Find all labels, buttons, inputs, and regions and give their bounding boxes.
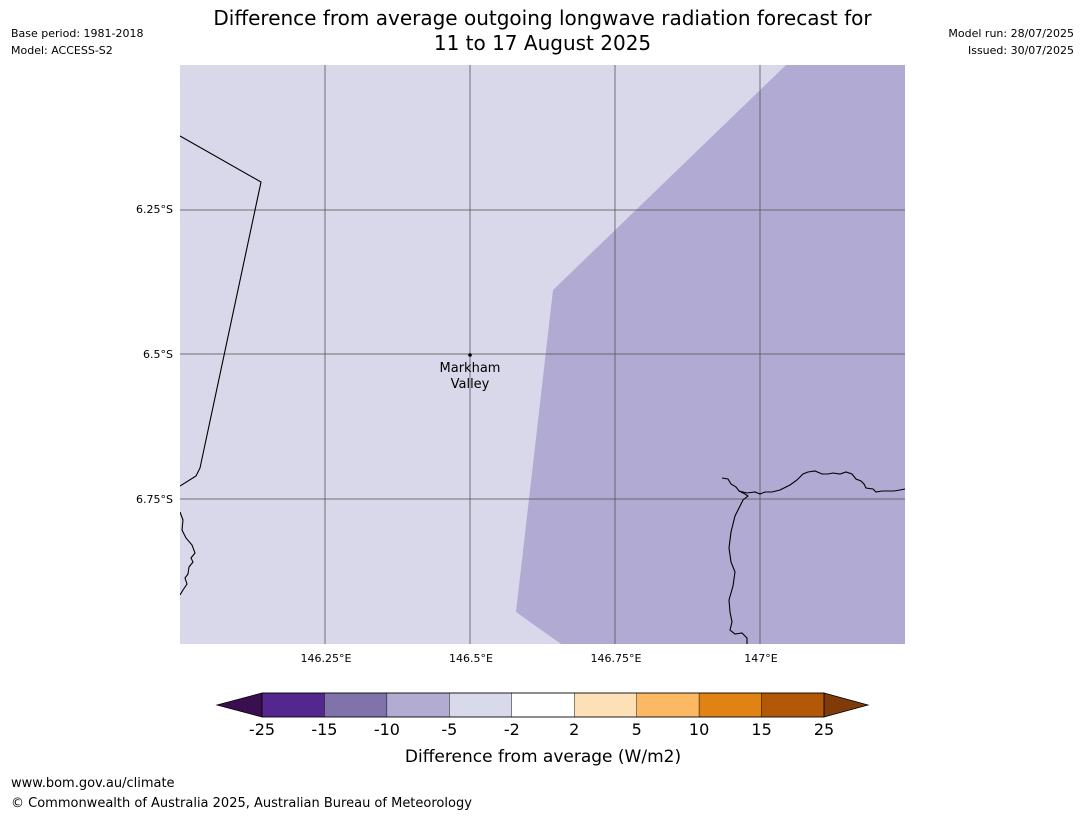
- map-title: Difference from average outgoing longwav…: [180, 6, 905, 56]
- colorbar-tick-label: 2: [569, 720, 579, 739]
- place-label-line1: Markham: [440, 361, 501, 376]
- lat-tick-label: 6.25°S: [136, 203, 173, 216]
- lon-tick-label: 147°E: [744, 652, 777, 665]
- map-title-line1: Difference from average outgoing longwav…: [213, 6, 872, 30]
- coastline-west: [180, 511, 196, 596]
- colorbar-tick-label: -2: [504, 720, 520, 739]
- colorbar-segment: [574, 692, 637, 718]
- colorbar-segment: [761, 692, 825, 718]
- colorbar-outline: [261, 692, 825, 718]
- boundaries: [180, 135, 905, 644]
- lon-tick-label: 146.25°E: [301, 652, 352, 665]
- colorbar-segments: [261, 692, 825, 718]
- border-line: [180, 135, 262, 487]
- colorbar-low-extend: [215, 692, 263, 718]
- colorbar-tick-label: 10: [689, 720, 709, 739]
- issued-text: Issued: 30/07/2025: [967, 44, 1074, 57]
- longitude-tick-labels: 146.25°E 146.5°E 146.75°E 147°E: [301, 652, 778, 665]
- colorbar-segment: [698, 692, 762, 718]
- base-period-text: Base period: 1981-2018: [11, 27, 144, 40]
- colorbar-segment: [449, 692, 512, 718]
- graticule: [180, 65, 905, 644]
- colorbar-high-extend: [823, 692, 870, 718]
- lat-tick-label: 6.5°S: [143, 348, 173, 361]
- map-title-line2: 11 to 17 August 2025: [433, 31, 652, 55]
- model-run-text: Model run: 28/07/2025: [948, 27, 1074, 40]
- colorbar-tick-label: -10: [374, 720, 400, 739]
- model-text: Model: ACCESS-S2: [11, 44, 113, 57]
- colorbar-label: Difference from average (W/m2): [405, 747, 681, 767]
- markham-valley-marker: [468, 353, 472, 357]
- colorbar-segment: [386, 692, 450, 718]
- colorbar-tick-label: -5: [441, 720, 457, 739]
- map-plot-area: Markham Valley: [180, 65, 905, 644]
- colorbar-tick-labels: -25 -15 -10 -5 -2 2 5 10 15 25: [249, 720, 834, 739]
- colorbar-tick-label: -15: [311, 720, 337, 739]
- footer: www.bom.gov.au/climate © Commonwealth of…: [11, 774, 472, 814]
- colorbar-tick-label: -25: [249, 720, 275, 739]
- colorbar-tick-label: 15: [751, 720, 771, 739]
- footer-url: www.bom.gov.au/climate: [11, 776, 175, 791]
- colorbar-segment: [636, 692, 700, 718]
- coastline-north-east: [738, 470, 905, 495]
- header-meta-right: Model run: 28/07/2025 Issued: 30/07/2025: [948, 25, 1074, 59]
- latitude-tick-labels: 6.25°S 6.5°S 6.75°S: [136, 203, 173, 506]
- colorbar-tick-label: 25: [814, 720, 834, 739]
- header-meta-left: Base period: 1981-2018 Model: ACCESS-S2: [11, 25, 143, 59]
- lon-tick-label: 146.5°E: [449, 652, 493, 665]
- place-label-line2: Valley: [451, 377, 490, 392]
- coastline-east: [721, 477, 749, 644]
- lat-tick-label: 6.75°S: [136, 493, 173, 506]
- footer-copyright: © Commonwealth of Australia 2025, Austra…: [11, 796, 472, 811]
- colorbar-segment: [261, 692, 325, 718]
- lon-tick-label: 146.75°E: [591, 652, 642, 665]
- colorbar-segment: [324, 692, 388, 718]
- colorbar: -25 -15 -10 -5 -2 2 5 10 15 25 Differenc…: [215, 692, 870, 767]
- colorbar-segment: [511, 692, 575, 718]
- colorbar-tick-label: 5: [632, 720, 642, 739]
